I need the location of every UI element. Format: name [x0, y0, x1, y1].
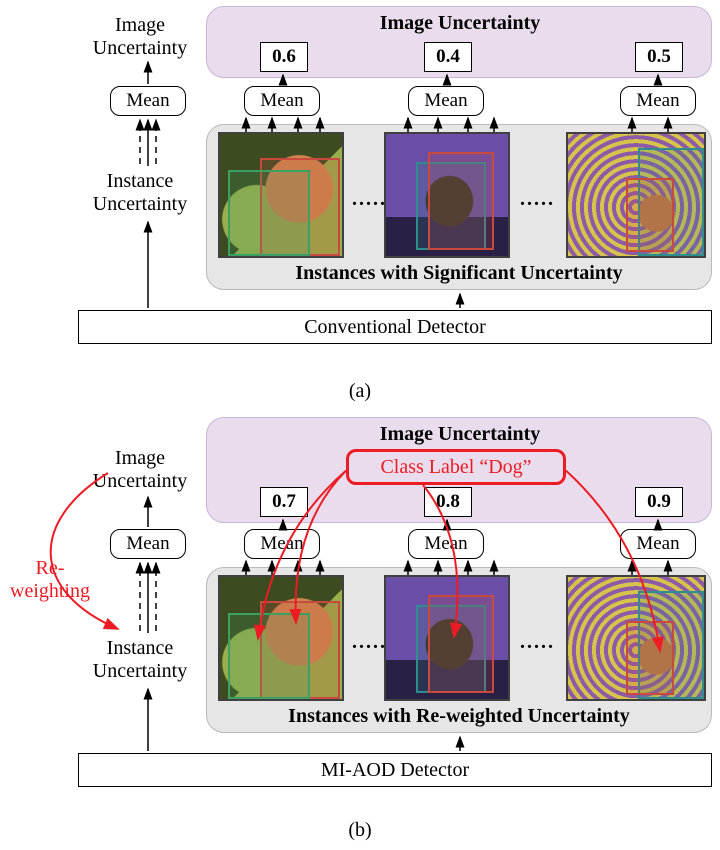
- instances-title: Instances with Re-weighted Uncertainty: [226, 705, 692, 728]
- detector-label: Conventional Detector: [304, 316, 486, 339]
- uncertainty-value: 0.9: [635, 487, 683, 517]
- mean-box: Mean: [620, 86, 696, 116]
- detector-box: MI-AOD Detector: [78, 753, 712, 787]
- bounding-box: [626, 621, 674, 695]
- caption-a: (a): [0, 378, 720, 411]
- class-label: Class Label “Dog”: [380, 456, 531, 479]
- class-label-box: Class Label “Dog”: [346, 449, 566, 485]
- bounding-box: [228, 613, 310, 699]
- bounding-box: [428, 595, 494, 693]
- bounding-box: [228, 170, 310, 256]
- ellipsis: .....: [352, 188, 387, 211]
- instance-uncertainty-label: Instance Uncertainty: [70, 637, 210, 683]
- mean-box: Mean: [408, 529, 484, 559]
- instance-image: [566, 132, 706, 258]
- mean-box: Mean: [110, 529, 186, 559]
- banner-title: Image Uncertainty: [310, 12, 610, 35]
- mean-box: Mean: [244, 86, 320, 116]
- instance-image: [384, 575, 510, 701]
- uncertainty-value: 0.6: [260, 42, 308, 72]
- mean-box: Mean: [244, 529, 320, 559]
- bounding-box: [428, 152, 494, 250]
- mean-box: Mean: [408, 86, 484, 116]
- subfigure-b: MI-AOD Detector Class Label “Dog” Mean M…: [0, 411, 720, 811]
- instance-image: [384, 132, 510, 258]
- ellipsis: .....: [520, 188, 555, 211]
- instance-image: [566, 575, 706, 701]
- instance-uncertainty-label: Instance Uncertainty: [70, 170, 210, 216]
- instance-image: [218, 575, 344, 701]
- mean-box: Mean: [110, 86, 186, 116]
- image-uncertainty-label: Image Uncertainty: [70, 14, 210, 60]
- image-uncertainty-label: Image Uncertainty: [70, 447, 210, 493]
- bounding-box: [626, 178, 674, 252]
- uncertainty-value: 0.4: [424, 42, 472, 72]
- ellipsis: .....: [520, 631, 555, 654]
- detector-box: Conventional Detector: [78, 310, 712, 344]
- subfigure-a: Conventional Detector Mean Mean Mean Mea…: [0, 0, 720, 372]
- reweighting-label: Re- weighting: [4, 557, 96, 603]
- instances-title: Instances with Significant Uncertainty: [236, 262, 682, 285]
- uncertainty-value: 0.8: [424, 487, 472, 517]
- caption-b: (b): [0, 817, 720, 850]
- instance-image: [218, 132, 344, 258]
- uncertainty-value: 0.5: [635, 42, 683, 72]
- detector-label: MI-AOD Detector: [321, 759, 469, 782]
- mean-box: Mean: [620, 529, 696, 559]
- uncertainty-value: 0.7: [260, 487, 308, 517]
- banner-title: Image Uncertainty: [310, 423, 610, 446]
- ellipsis: .....: [352, 631, 387, 654]
